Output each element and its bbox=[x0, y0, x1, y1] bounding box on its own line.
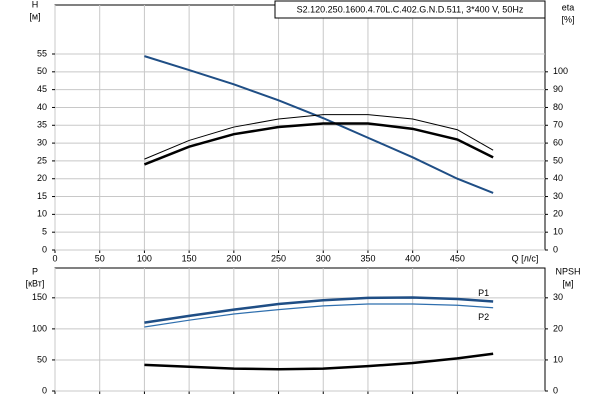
y2-tick-label: 100 bbox=[553, 66, 568, 76]
x-tick-label: 200 bbox=[226, 253, 241, 263]
plot-area bbox=[54, 4, 546, 251]
curve bbox=[144, 303, 494, 328]
x-axis-label: Q [л/с] bbox=[512, 253, 539, 263]
x-tick-label: 150 bbox=[182, 253, 197, 263]
y-tick-label: 150 bbox=[32, 292, 47, 302]
y2-tick-label: 0 bbox=[553, 244, 558, 254]
x-tick-label: 0 bbox=[52, 253, 57, 263]
title-box bbox=[274, 0, 546, 19]
x-tick-label: 300 bbox=[316, 253, 331, 263]
y2-axis-label: eta bbox=[562, 2, 575, 12]
y2-tick-label: 50 bbox=[553, 155, 563, 165]
y2-axis-unit: [%] bbox=[561, 14, 574, 24]
y-tick-label: 0 bbox=[42, 385, 47, 395]
y-tick-label: 100 bbox=[32, 323, 47, 333]
y-tick-label: 20 bbox=[37, 173, 47, 183]
y2-tick-label: 30 bbox=[553, 191, 563, 201]
y-axis-unit: [м] bbox=[29, 11, 40, 21]
y-tick-label: 25 bbox=[37, 155, 47, 165]
y2-tick-label: 90 bbox=[553, 84, 563, 94]
x-tick-label: 250 bbox=[271, 253, 286, 263]
y-tick-label: 40 bbox=[37, 102, 47, 112]
y2-tick-label: 10 bbox=[553, 227, 563, 237]
chart-title: S2.120.250.1600.4.70L.C.402.G.N.D.511, 3… bbox=[297, 4, 524, 14]
curve bbox=[144, 352, 494, 371]
curve bbox=[144, 55, 494, 194]
plot-area bbox=[54, 267, 546, 392]
x-tick-label: 50 bbox=[95, 253, 105, 263]
y2-axis-unit: [м] bbox=[562, 278, 573, 288]
y2-tick-label: 0 bbox=[553, 385, 558, 395]
y-tick-label: 35 bbox=[37, 120, 47, 130]
x-tick-label: 350 bbox=[360, 253, 375, 263]
y-tick-label: 50 bbox=[37, 66, 47, 76]
y-tick-label: 0 bbox=[42, 244, 47, 254]
y-axis-label: P bbox=[32, 266, 38, 276]
y2-tick-label: 30 bbox=[553, 292, 563, 302]
y2-tick-label: 60 bbox=[553, 137, 563, 147]
y2-tick-label: 20 bbox=[553, 209, 563, 219]
y-tick-label: 30 bbox=[37, 137, 47, 147]
y-tick-label: 15 bbox=[37, 191, 47, 201]
y-axis-unit: [кВт] bbox=[26, 278, 45, 288]
y-tick-label: 5 bbox=[42, 227, 47, 237]
y-tick-label: 55 bbox=[37, 48, 47, 58]
x-tick-label: 100 bbox=[137, 253, 152, 263]
y-tick-label: 10 bbox=[37, 209, 47, 219]
y2-tick-label: 80 bbox=[553, 102, 563, 112]
y2-tick-label: 10 bbox=[553, 354, 563, 364]
y2-axis-label: NPSH bbox=[555, 266, 580, 276]
y-axis-label: H bbox=[32, 0, 39, 9]
curve bbox=[144, 114, 494, 160]
y-tick-label: 50 bbox=[37, 354, 47, 364]
x-tick-label: 450 bbox=[450, 253, 465, 263]
y-tick-label: 45 bbox=[37, 84, 47, 94]
curve bbox=[144, 296, 494, 324]
y2-tick-label: 70 bbox=[553, 120, 563, 130]
y2-tick-label: 20 bbox=[553, 323, 563, 333]
curve bbox=[143, 122, 494, 166]
y2-tick-label: 40 bbox=[553, 173, 563, 183]
x-tick-label: 400 bbox=[405, 253, 420, 263]
curve-label: P1 bbox=[478, 288, 489, 298]
curve-label: P2 bbox=[478, 312, 489, 322]
